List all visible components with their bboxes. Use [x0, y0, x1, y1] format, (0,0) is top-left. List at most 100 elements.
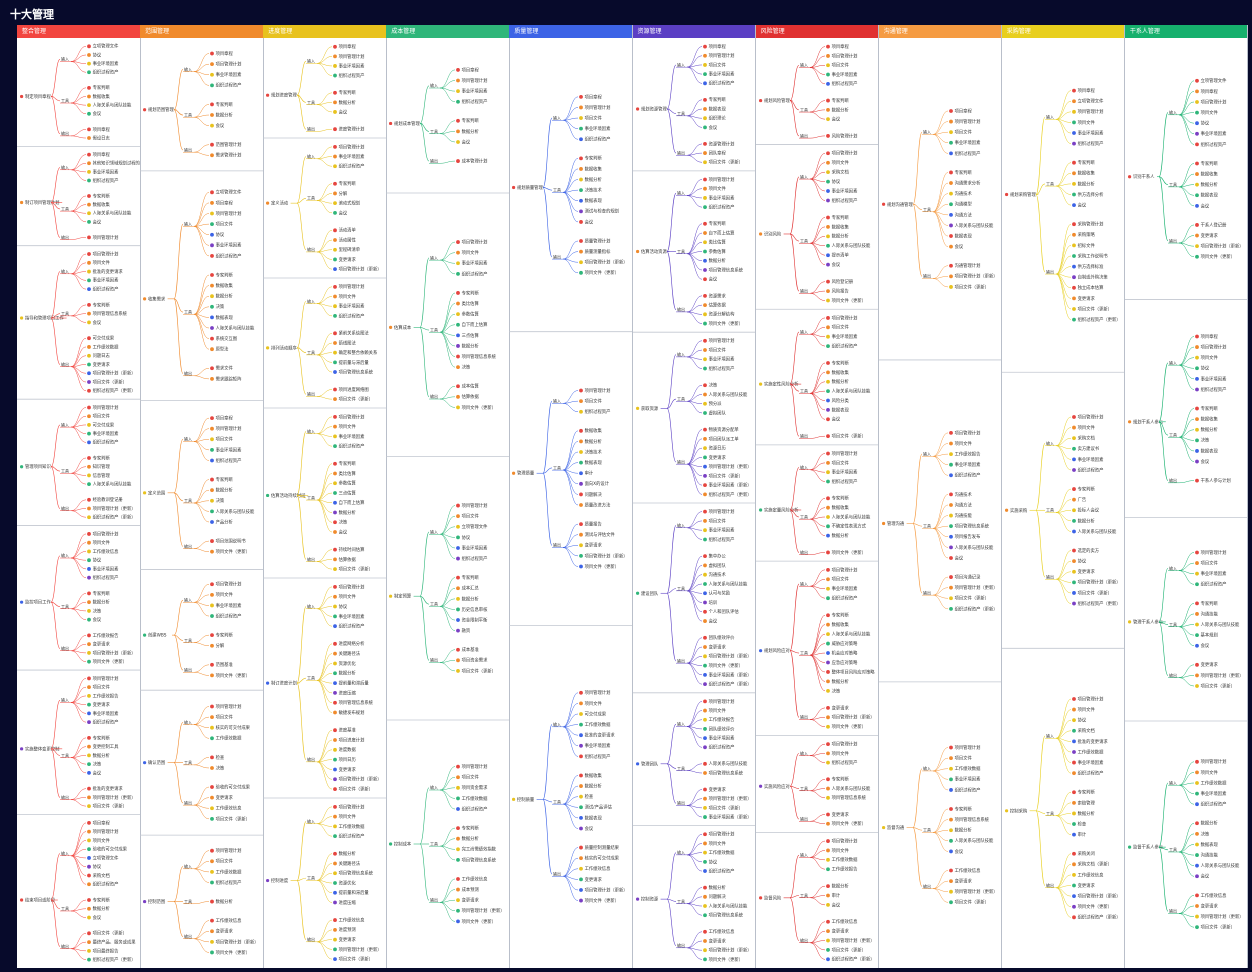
leaf-label: 资源管理计划: [708, 140, 734, 147]
process-node[interactable]: 监督干系人参与输入项目管理计划项目文件工作绩效数据事业环境因素组织过程资产工具数…: [1124, 720, 1249, 931]
process-node[interactable]: 获取资源输入项目管理计划项目文件事业环境因素组织过程资产工具决策人际关系与团队技…: [632, 331, 757, 498]
leaf-connector: [686, 349, 702, 358]
process-node[interactable]: 实施采购输入项目管理计划项目文件采购文档卖方建议书事业环境因素组织过程资产工具专…: [1001, 371, 1126, 607]
leaf-label: 数据分析: [339, 670, 357, 677]
process-node[interactable]: 规划风险管理输入项目章程项目管理计划项目文件事业环境因素组织过程资产工具专家判断…: [758, 43, 858, 139]
process-node[interactable]: 监督风险输入项目管理计划项目文件工作绩效数据工作绩效报告工具数据分析审计会议输出…: [755, 831, 880, 963]
process-node[interactable]: 管理沟通输入项目管理计划项目文件工作绩效报告事业环境因素组织过程资产工具沟通技术…: [878, 359, 1003, 612]
process-node[interactable]: 估算活动资源输入项目管理计划项目文件事业环境因素组织过程资产工具专家判断自下而上…: [632, 170, 757, 327]
io-group-label: 工具: [800, 785, 808, 791]
process-dot: [1127, 420, 1132, 424]
io-group-label: 输入: [677, 849, 685, 855]
leaf-connector: [194, 144, 210, 153]
leaf-connector: [563, 703, 579, 728]
leaf-connector: [440, 789, 456, 799]
process-node[interactable]: 制定预算输入项目管理计划项目文件立项管理文件协议事业环境因素组织过程资产工具专家…: [386, 456, 510, 675]
area-header[interactable]: 范围管理: [140, 25, 263, 38]
process-node[interactable]: 控制成本输入项目管理计划项目文件项目资金需求工作绩效数据组织过程资产工具专家判断…: [386, 719, 510, 925]
process-node[interactable]: 建设团队输入项目管理计划项目文件事业环境因素组织过程资产工具集中办公虚拟团队沟通…: [632, 502, 757, 688]
io-group-label: 工具: [430, 601, 438, 607]
process-node[interactable]: 规划沟通管理输入项目章程项目管理计划项目文件事业环境因素组织过程资产工具专家判断…: [881, 107, 998, 290]
process-node[interactable]: 识别干系人输入立项管理文件项目章程项目管理计划项目文件协议事业环境因素组织过程资…: [1127, 77, 1244, 260]
leaf-number-dot: [87, 260, 91, 265]
process-node[interactable]: 控制采购输入项目管理计划项目文件协议采购文档批准的变更请求工作绩效数据事业环境因…: [1001, 647, 1126, 921]
process-node[interactable]: 控制进度输入项目管理计划项目文件工作绩效数据组织过程资产工具数据分析关键路径法项…: [263, 797, 387, 963]
process-node[interactable]: 制订项目管理计划输入项目章程其他知识领域规划过程的输出事业环境因素组织过程资产工…: [17, 145, 141, 241]
process-node[interactable]: 识别风险输入项目管理计划项目文件采购文档协议事业环境因素组织过程资产工具专家判断…: [755, 144, 880, 304]
leaf-label: 会议: [954, 554, 963, 561]
leaf-number-dot: [579, 471, 584, 476]
process-node[interactable]: 制定项目章程输入立项管理文件协议事业环境因素组织过程资产工具专家判断数据收集人际…: [20, 43, 132, 142]
process-node[interactable]: 确认范围输入项目管理计划项目文件核实的可交付成果工作绩效数据工具检查决策输出验收…: [140, 689, 264, 822]
process-node[interactable]: 实施定性风险分析输入项目管理计划项目文件事业环境因素组织过程资产工具专家判断数据…: [755, 308, 880, 440]
process-node[interactable]: 创建WBS输入项目管理计划项目文件事业环境因素组织过程资产工具专家判断分解输出范…: [140, 569, 264, 679]
process-node[interactable]: 实施整体变更控制输入项目管理计划项目文件工作绩效报告变更请求事业环境因素组织过程…: [17, 669, 141, 810]
leaf-label: 项目文件: [216, 713, 234, 720]
process-node[interactable]: 规划风险应对输入项目管理计划项目文件事业环境因素组织过程资产工具专家判断数据收集…: [755, 560, 880, 730]
branch-connector: [50, 59, 61, 97]
process-node[interactable]: 规划进度管理输入项目章程项目管理计划事业环境因素组织过程资产工具专家判断数据分析…: [266, 43, 365, 133]
process-node[interactable]: 规划质量管理输入项目章程项目管理计划项目文件事业环境因素组织过程资产工具专家判断…: [512, 93, 628, 276]
leaf-connector: [317, 863, 333, 881]
process-node[interactable]: 规划资源管理输入项目章程项目管理计划项目文件事业环境因素组织过程资产工具专家判断…: [635, 43, 743, 166]
process-node[interactable]: 规划采购管理输入项目章程立项管理文件项目管理计划项目文件事业环境因素组织过程资产…: [1004, 87, 1121, 323]
process-node[interactable]: 管理团队输入项目管理计划项目文件工作绩效报告团队绩效评价事业环境因素组织过程资产…: [632, 692, 757, 821]
process-node[interactable]: 实施定量风险分析输入项目管理计划项目文件事业环境因素组织过程资产工具专家判断数据…: [755, 444, 880, 556]
leaf-label: 项目管理计划（更新）: [585, 886, 628, 893]
process-node[interactable]: 收集需求输入立项管理文件项目章程项目管理计划项目文件协议事业环境因素组织过程资产…: [140, 170, 264, 382]
process-node[interactable]: 排列活动顺序输入项目管理计划项目文件事业环境因素组织过程资产工具紧前关系绘图法箭…: [263, 277, 387, 403]
leaf-number-dot: [210, 113, 214, 117]
branch-connector: [420, 327, 430, 331]
process-node[interactable]: 结束项目或阶段输入项目章程项目管理计划项目文件验收的可交付成果立项管理文件协议采…: [17, 814, 141, 964]
leaf-number-dot: [456, 858, 461, 862]
process-node[interactable]: 定义范围输入项目章程项目管理计划项目文件事业环境因素组织过程资产工具专家判断数据…: [140, 399, 264, 555]
leaf-number-dot: [1194, 244, 1199, 249]
process-node[interactable]: 规划干系人参与输入项目章程项目管理计划项目文件协议事业环境因素组织过程资产工具专…: [1124, 299, 1249, 484]
process-node[interactable]: 管理干系人参与输入项目管理计划项目文件事业环境因素组织过程资产工具专家判断沟通技…: [1124, 517, 1249, 690]
process-node[interactable]: 估算成本输入项目管理计划项目文件事业环境因素组织过程资产工具专家判断类比估算参数…: [386, 192, 510, 411]
leaf-connector: [440, 252, 456, 261]
leaf-label: 组织过程资产: [462, 805, 488, 812]
process-node[interactable]: 监控项目工作输入项目管理计划项目文件工作绩效信息协议事业环境因素组织过程资产工具…: [17, 525, 141, 665]
process-node[interactable]: 控制资源输入项目管理计划项目文件工作绩效数据协议组织过程资产工具数据分析问题解决…: [632, 825, 757, 963]
area-header[interactable]: 风险管理: [755, 25, 879, 38]
process-node[interactable]: 估算活动持续时间输入项目管理计划项目文件事业环境因素组织过程资产工具专家判断类比…: [263, 407, 387, 573]
io-group-label: 工具: [1169, 846, 1177, 852]
process-node[interactable]: 监督沟通输入项目管理计划项目文件工作绩效数据事业环境因素组织过程资产工具专家判断…: [878, 681, 1003, 906]
leaf-label: 项目管理计划: [708, 508, 734, 515]
area-header[interactable]: 沟通管理: [878, 25, 1002, 38]
leaf-number-dot: [210, 859, 214, 864]
branch-connector: [666, 898, 676, 902]
io-group-label: 输入: [184, 863, 192, 869]
process-node[interactable]: 规划成本管理输入项目章程项目管理计划事业环境因素组织过程资产工具专家判断数据分析…: [389, 66, 488, 164]
area-header[interactable]: 资源管理: [632, 25, 756, 38]
leaf-label: 数据分析: [339, 850, 357, 857]
area-header[interactable]: 采购管理: [1001, 25, 1125, 38]
leaf-label: 专家判断: [831, 495, 849, 502]
area-header[interactable]: 干系人管理: [1124, 25, 1248, 38]
process-label: 规划风险应对: [764, 647, 790, 654]
area-header[interactable]: 整合管理: [17, 25, 140, 38]
leaf-number-dot: [87, 540, 91, 545]
process-node[interactable]: 管理项目知识输入项目管理计划项目文件可交付成果事业环境因素组织过程资产工具专家判…: [17, 398, 141, 521]
process-node[interactable]: 制订进度计划输入项目管理计划项目文件协议事业环境因素组织过程资产工具进度网络分析…: [263, 577, 387, 792]
process-node[interactable]: 指导和管理项目工作输入项目管理计划项目文件批准的变更请求事业环境因素组织过程资产…: [17, 245, 141, 395]
leaf-label: 决策: [339, 519, 348, 526]
area-header[interactable]: 进度管理: [263, 25, 386, 38]
area-header[interactable]: 质量管理: [509, 25, 632, 38]
leaf-number-dot: [579, 388, 584, 393]
leaf-label: 项目文件（更新）: [954, 283, 988, 290]
leaf-connector: [194, 672, 210, 676]
process-node[interactable]: 管理质量输入项目管理计划项目文件组织过程资产工具数据收集数据分析决策技术数据表现…: [509, 331, 633, 570]
leaf-connector: [440, 838, 456, 847]
process-label: 控制进度: [271, 877, 289, 884]
leaf-label: 资源日历: [708, 445, 726, 452]
leaf-connector: [1055, 273, 1071, 299]
process-node[interactable]: 定义活动输入项目管理计划事业环境因素组织过程资产工具专家判断分解滚动式规划会议输…: [263, 137, 387, 273]
process-node[interactable]: 控制质量输入项目管理计划项目文件可交付成果工作绩效数据批准的变更请求事业环境因素…: [509, 624, 633, 904]
area-header[interactable]: 成本管理: [386, 25, 509, 38]
process-node[interactable]: 规划范围管理输入项目章程项目管理计划事业环境因素组织过程资产工具专家判断数据分析…: [143, 50, 242, 159]
leaf-connector: [686, 527, 702, 540]
process-node[interactable]: 实施风险应对输入项目管理计划项目文件组织过程资产工具专家判断人际关系与团队技能项…: [755, 735, 880, 828]
